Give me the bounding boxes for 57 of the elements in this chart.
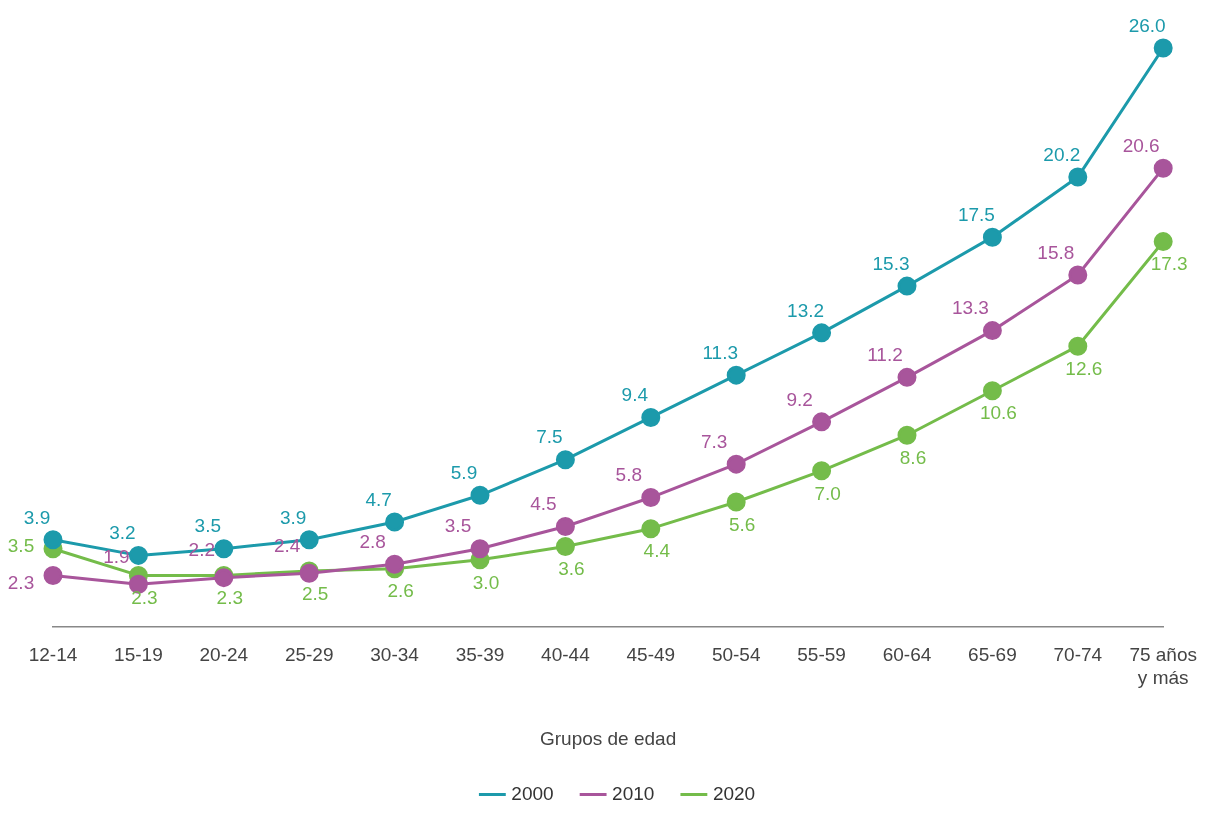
data-label: 20.2 — [1043, 143, 1081, 165]
legend-label: 2020 — [712, 782, 756, 804]
data-label: 3.9 — [279, 506, 307, 528]
data-label: 4.7 — [365, 488, 392, 510]
x-tick-label: 55-59 — [797, 644, 846, 666]
data-label: 3.0 — [472, 571, 500, 593]
data-label: 5.8 — [615, 464, 643, 486]
data-label: 13.2 — [787, 299, 825, 321]
x-tick-label: 45-49 — [626, 644, 676, 666]
data-label: 15.8 — [1037, 241, 1075, 263]
x-tick-label: 15-19 — [114, 644, 163, 666]
data-label: 8.6 — [899, 446, 927, 468]
x-tick-label: 30-34 — [370, 644, 420, 666]
x-tick-label: 12-14 — [28, 644, 78, 666]
data-label: 17.5 — [957, 203, 995, 225]
data-label: 5.9 — [450, 462, 478, 484]
x-tick-label: 65-69 — [968, 644, 1017, 666]
x-tick-label: 40-44 — [541, 644, 591, 666]
data-label: 2.8 — [359, 531, 386, 553]
data-label: 26.0 — [1128, 14, 1166, 36]
x-tick-label: 50-54 — [711, 644, 761, 666]
data-label: 2.3 — [216, 587, 244, 609]
data-label: 9.4 — [621, 384, 649, 406]
data-label: 7.5 — [536, 426, 563, 448]
data-label: 11.3 — [702, 341, 738, 363]
data-label: 3.5 — [194, 515, 222, 537]
data-label: 12.6 — [1065, 357, 1103, 379]
x-tick-label: 35-39 — [455, 644, 505, 666]
x-tick-label: 70-74 — [1053, 644, 1103, 666]
data-label: 2.3 — [7, 571, 35, 593]
data-label: 20.6 — [1122, 134, 1160, 156]
data-label: 17.3 — [1150, 253, 1188, 275]
data-label: 10.6 — [979, 402, 1017, 424]
data-label: 4.5 — [530, 493, 557, 515]
data-label: 3.5 — [444, 515, 472, 537]
data-label: 3.2 — [109, 522, 136, 544]
x-tick-label: 75 años y más — [1129, 644, 1198, 689]
data-label: 5.6 — [728, 513, 756, 535]
data-label: 4.4 — [643, 540, 671, 562]
data-label: 3.9 — [23, 506, 51, 528]
data-label: 2.5 — [301, 582, 329, 604]
data-label: 2.6 — [387, 580, 414, 602]
data-label: 2.3 — [131, 587, 158, 609]
data-label: 9.2 — [786, 388, 813, 410]
x-tick-label: 60-64 — [882, 644, 932, 666]
data-label: 13.3 — [951, 297, 989, 319]
data-label: 3.5 — [7, 534, 35, 556]
data-label: 7.0 — [814, 482, 841, 504]
x-tick-label: 20-24 — [199, 644, 249, 666]
data-label: 11.2 — [867, 344, 903, 366]
data-label: 7.3 — [700, 430, 728, 452]
legend-label: 2000 — [511, 782, 554, 804]
legend-label: 2010 — [612, 782, 655, 804]
x-tick-label: 25-29 — [284, 644, 334, 666]
data-label: 3.6 — [558, 558, 585, 580]
data-label: 15.3 — [872, 252, 910, 274]
x-axis-title: Grupos de edad — [539, 727, 677, 749]
